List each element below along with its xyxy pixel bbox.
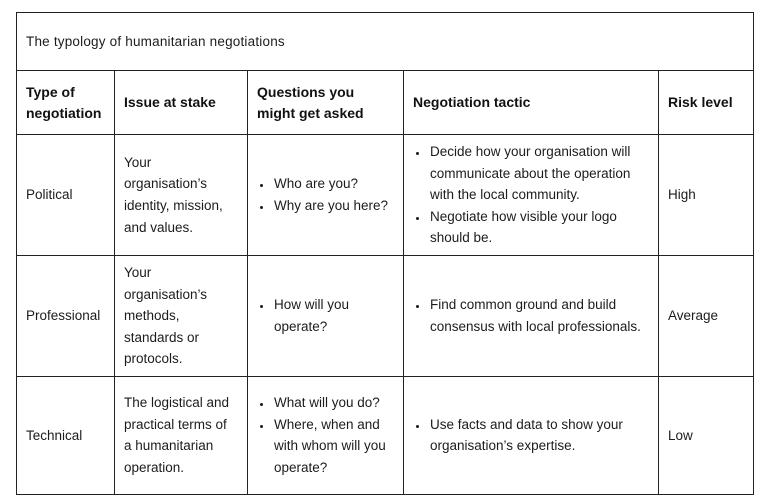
risk-cell: Low: [657, 375, 755, 495]
questions-cell: What will you do? Where, when and with w…: [247, 375, 404, 495]
questions-cell: Who are you? Why are you here?: [247, 134, 404, 256]
header-row: Type of negotiation Issue at stake Quest…: [16, 70, 755, 135]
type-cell: Political: [16, 134, 115, 256]
tactic-list: Decide how your organisation will commun…: [413, 141, 649, 249]
type-cell: Professional: [16, 254, 115, 377]
question-item: How will you operate?: [272, 294, 394, 337]
tactic-item: Find common ground and build consensus w…: [428, 294, 649, 337]
tactic-cell: Use facts and data to show your organisa…: [403, 375, 659, 495]
tactic-item: Use facts and data to show your organisa…: [428, 414, 649, 457]
tactic-list: Find common ground and build consensus w…: [413, 294, 649, 337]
questions-list: Who are you? Why are you here?: [257, 173, 394, 216]
risk-cell: High: [657, 134, 755, 256]
tactic-cell: Find common ground and build consensus w…: [403, 254, 659, 377]
table-row-political: Political Your organisation’s identity, …: [16, 134, 755, 256]
issue-cell: Your organisation’s methods, standards o…: [114, 254, 248, 377]
risk-cell: Average: [657, 254, 755, 377]
title-row: The typology of humanitarian negotiation…: [15, 12, 755, 71]
column-header-tactic: Negotiation tactic: [403, 70, 659, 135]
page-title: The typology of humanitarian negotiation…: [15, 12, 755, 71]
questions-cell: How will you operate?: [247, 254, 404, 377]
questions-list: What will you do? Where, when and with w…: [257, 392, 394, 478]
tactic-list: Use facts and data to show your organisa…: [413, 414, 649, 457]
column-header-issue: Issue at stake: [114, 70, 248, 135]
table-row-professional: Professional Your organisation’s methods…: [16, 254, 755, 377]
questions-list: How will you operate?: [257, 294, 394, 337]
column-header-type: Type of negotiation: [16, 70, 115, 135]
typology-table: The typology of humanitarian negotiation…: [15, 12, 755, 495]
question-item: What will you do?: [272, 392, 394, 414]
type-cell: Technical: [16, 375, 115, 495]
tactic-item: Negotiate how visible your logo should b…: [428, 206, 649, 249]
column-header-risk: Risk level: [657, 70, 755, 135]
question-item: Where, when and with whom will you opera…: [272, 414, 394, 479]
table-row-technical: Technical The logistical and practical t…: [16, 375, 755, 495]
column-header-questions: Questions you might get asked: [247, 70, 404, 135]
issue-cell: Your organisation’s identity, mission, a…: [114, 134, 248, 256]
issue-cell: The logistical and practical terms of a …: [114, 375, 248, 495]
question-item: Who are you?: [272, 173, 394, 195]
question-item: Why are you here?: [272, 195, 394, 217]
tactic-item: Decide how your organisation will commun…: [428, 141, 649, 206]
tactic-cell: Decide how your organisation will commun…: [403, 134, 659, 256]
